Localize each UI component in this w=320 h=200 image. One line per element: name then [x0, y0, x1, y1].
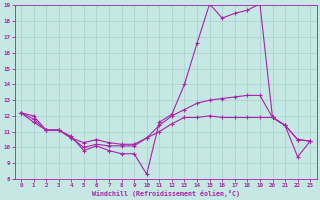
X-axis label: Windchill (Refroidissement éolien,°C): Windchill (Refroidissement éolien,°C) [92, 190, 240, 197]
